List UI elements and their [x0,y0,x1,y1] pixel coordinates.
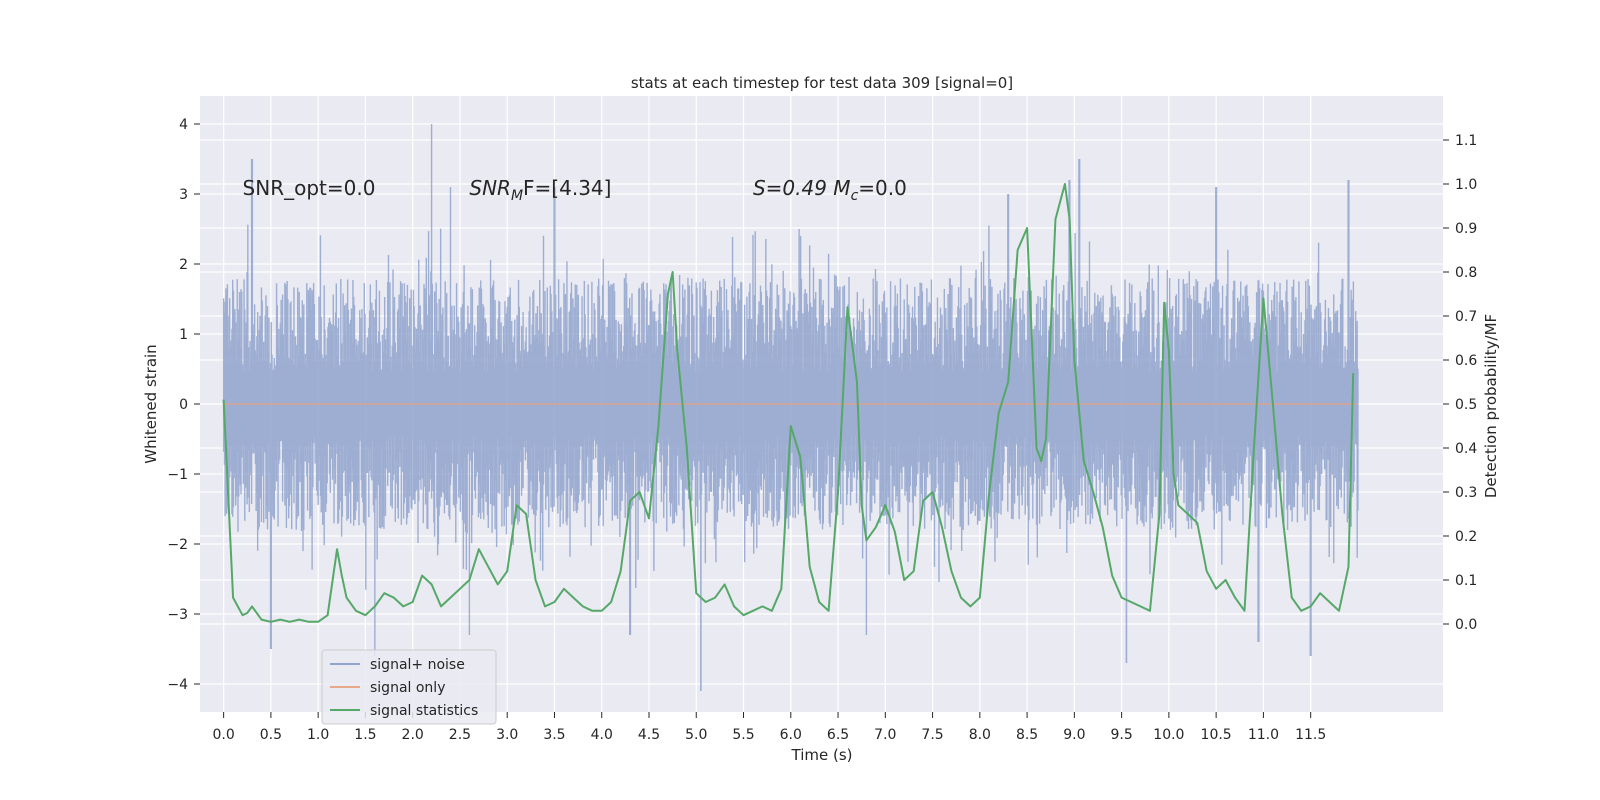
legend-box [321,649,497,725]
x-tick-label-15: 7.5 [921,727,943,743]
x-tick-label-3: 1.5 [354,727,376,743]
signal-statistics-line [222,183,1355,623]
y-axis-ticks: −4 −3 −2 −1 0 1 2 3 4 [167,117,200,693]
annotation-s-mc: S=0.49 Mc=0.0 [753,176,907,204]
x-tick-label-7: 3.5 [543,727,565,743]
y-tick-label-8: 4 [179,117,188,133]
x-tick-label-4: 2.0 [402,727,424,743]
y-tick-label-1: −3 [167,607,188,623]
y-right-tick-label-0: 0.0 [1455,617,1477,633]
annotation-snr-opt: SNR_opt=0.0 [243,176,376,200]
x-tick-label-2: 1.0 [307,727,329,743]
y-right-tick-label-9: 0.9 [1455,221,1477,237]
x-tick-label-11: 5.5 [732,727,754,743]
y-right-tick-label-7: 0.7 [1455,309,1477,325]
y-right-tick-label-6: 0.6 [1455,353,1477,369]
x-tick-label-13: 6.5 [827,727,849,743]
x-tick-label-9: 4.5 [638,727,660,743]
x-tick-label-6: 3.0 [496,727,518,743]
y-axis-right-ticks: 0.0 0.1 0.2 0.3 0.4 0.5 0.6 0.7 0.8 0.9 1.0 1.1 [1443,133,1477,633]
chart-title: stats at each timestep for test data 309… [631,74,1013,92]
x-tick-label-8: 4.0 [591,727,613,743]
y-axis-label: Whitened strain [142,344,160,463]
legend: signal+ noise signal only signal statistic… [321,649,497,725]
y-tick-label-3: −1 [167,467,188,483]
y-right-tick-label-8: 0.8 [1455,265,1477,281]
y-right-tick-label-1: 0.1 [1455,573,1477,589]
x-tick-label-23: 11.5 [1295,727,1326,743]
legend-label-2: signal statistics [370,703,478,719]
x-tick-label-16: 8.0 [969,727,991,743]
y-right-tick-label-11: 1.1 [1455,133,1477,149]
x-tick-label-14: 7.0 [874,727,896,743]
x-tick-label-22: 11.0 [1248,727,1279,743]
x-tick-label-21: 10.5 [1201,727,1232,743]
legend-label-1: signal only [370,680,445,696]
series-signal-statistics [222,183,1355,623]
x-tick-label-19: 9.5 [1110,727,1132,743]
x-tick-label-12: 6.0 [780,727,802,743]
y-right-tick-label-5: 0.5 [1455,397,1477,413]
y-axis-right-label: Detection probability/MF [1482,314,1500,498]
y-tick-label-7: 3 [179,187,188,203]
y-tick-label-5: 1 [179,327,188,343]
y-tick-label-2: −2 [167,537,188,553]
y-right-tick-label-10: 1.0 [1455,177,1477,193]
y-tick-label-6: 2 [179,257,188,273]
y-right-tick-label-4: 0.4 [1455,441,1477,457]
x-tick-label-0: 0.0 [212,727,234,743]
y-tick-label-0: −4 [167,677,188,693]
signal-noise-trace [222,124,1359,691]
y-right-tick-label-3: 0.3 [1455,485,1477,501]
x-tick-label-18: 9.0 [1063,727,1085,743]
x-axis-ticks: 0.0 0.5 1.0 1.5 2.0 2.5 3.0 3.5 4.0 4.5 5.0 5.5 6.0 6… [212,712,1326,743]
y-tick-label-4: 0 [179,397,188,413]
annotations: SNR_opt=0.0 SNRMF=[4.34] S=0.49 Mc=0.0 [243,176,907,204]
x-tick-label-10: 5.0 [685,727,707,743]
x-tick-label-20: 10.0 [1153,727,1184,743]
series-signal-noise [222,124,1359,691]
y-right-tick-label-2: 0.2 [1455,529,1477,545]
annotation-snr-mf: SNRMF=[4.34] [469,176,611,204]
legend-label-0: signal+ noise [370,657,465,673]
x-tick-label-1: 0.5 [260,727,282,743]
x-tick-label-17: 8.5 [1016,727,1038,743]
x-axis-label: Time (s) [791,746,853,764]
x-tick-label-5: 2.5 [449,727,471,743]
